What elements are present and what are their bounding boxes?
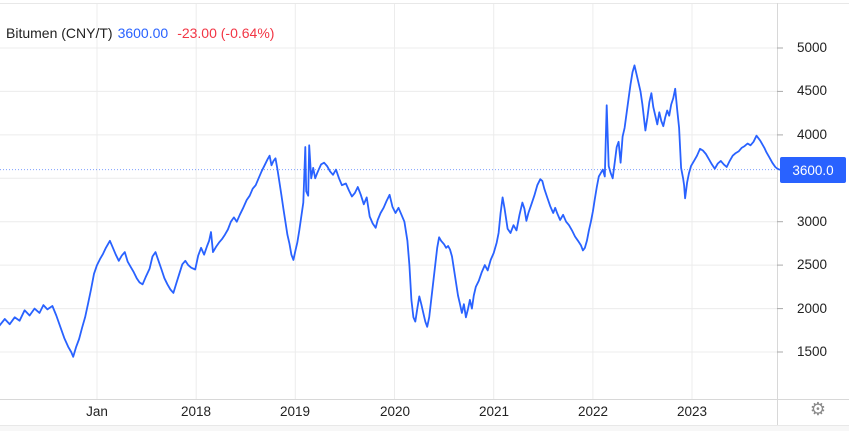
x-axis-tick: Jan <box>86 404 108 419</box>
x-axis-tick: 2020 <box>379 404 411 419</box>
last-price-axis-label: 3600.0 <box>780 157 846 183</box>
y-axis-tick: 5000 <box>797 40 828 55</box>
x-axis[interactable]: Jan 2018 2019 2020 2021 2022 2023 <box>0 400 849 425</box>
last-price-axis-label-text: 3600.0 <box>792 162 834 178</box>
settings-gear-button[interactable]: ⚙ <box>804 397 832 421</box>
y-axis-tick: 2500 <box>797 257 828 272</box>
gear-icon: ⚙ <box>809 399 827 419</box>
y-axis-tick: 3000 <box>797 214 828 229</box>
y-axis-tick: 4000 <box>797 127 828 142</box>
price-line-series <box>0 64 781 358</box>
x-axis-tick: 2018 <box>180 404 212 419</box>
y-axis-tick: 2000 <box>797 301 828 316</box>
y-axis-tick: 4500 <box>797 83 828 98</box>
price-change-value: -23.00 (-0.64%) <box>177 25 275 41</box>
x-axis-tick: 2019 <box>279 404 311 419</box>
y-axis-tick: 1500 <box>797 344 828 359</box>
chart-legend: Bitumen (CNY/T) 3600.00 -23.00 (-0.64%) <box>6 25 274 41</box>
symbol-label: Bitumen (CNY/T) <box>6 25 113 41</box>
x-axis-tick: 2022 <box>577 404 609 419</box>
x-axis-tick: 2023 <box>676 404 708 419</box>
last-price-value: 3600.00 <box>117 25 169 41</box>
y-axis[interactable]: 5000 4500 4000 3000 2500 2000 1500 <box>777 0 849 400</box>
x-axis-tick: 2021 <box>478 404 510 419</box>
bottom-border-strip <box>0 425 849 431</box>
